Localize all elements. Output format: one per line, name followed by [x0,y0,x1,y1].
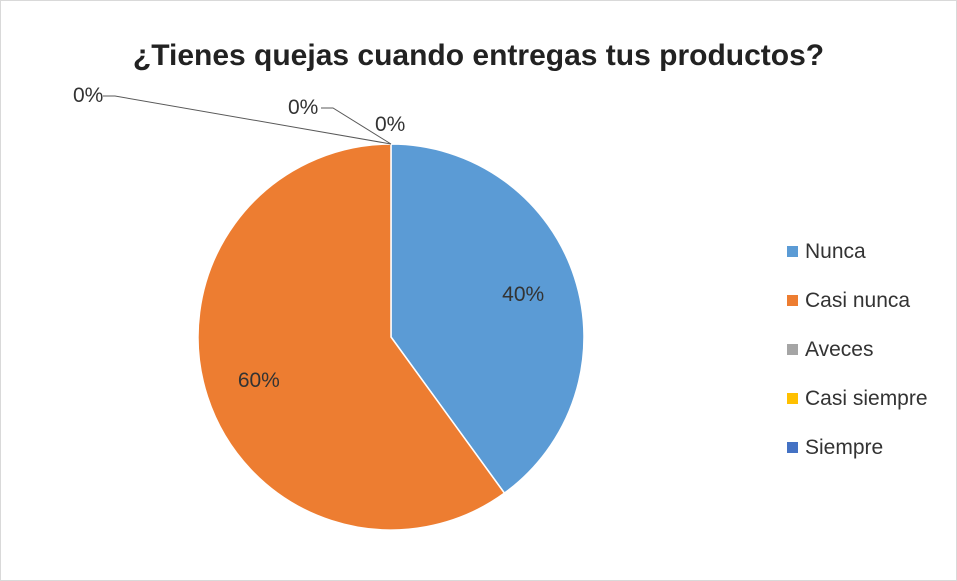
legend-swatch [787,442,798,453]
legend-swatch [787,344,798,355]
legend-item-nunca: Nunca [787,227,928,276]
legend-label: Nunca [805,239,866,263]
legend-label: Casi siempre [805,386,928,410]
legend-item-casi-nunca: Casi nunca [787,276,928,325]
leader-line-aveces [103,95,392,145]
legend-item-siempre: Siempre [787,423,928,472]
legend: Nunca Casi nunca Aveces Casi siempre Sie… [787,227,928,472]
legend-item-casi-siempre: Casi siempre [787,374,928,423]
legend-swatch [787,246,798,257]
legend-label: Casi nunca [805,288,911,312]
pie-slice-casi-nunca [197,143,506,531]
data-label-siempre: 0% [375,113,405,136]
legend-swatch [787,295,798,306]
legend-swatch [787,393,798,404]
leader-line-casi-siempre [321,107,392,145]
data-label-casi-siempre: 0% [288,96,318,119]
data-label-casi-nunca: 60% [238,369,280,392]
legend-item-aveces: Aveces [787,325,928,374]
data-label-aveces: 0% [73,84,103,107]
legend-label: Aveces [805,337,874,361]
pie-slice-nunca [390,143,585,495]
legend-label: Siempre [805,435,884,459]
chart-title: ¿Tienes quejas cuando entregas tus produ… [132,39,825,72]
data-label-nunca: 40% [502,283,544,306]
